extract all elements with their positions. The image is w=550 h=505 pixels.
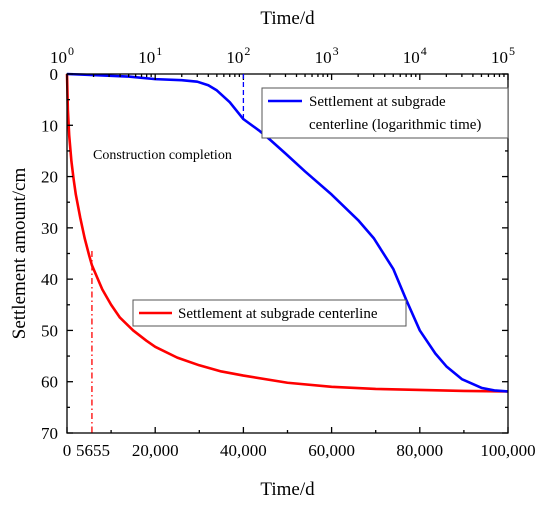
legend-label-blue-line1: Settlement at subgrade xyxy=(309,94,446,110)
construction-completion-label: Construction completion xyxy=(93,148,232,163)
top-tick-label: 100 xyxy=(50,44,74,67)
y-tick-label: 60 xyxy=(41,373,58,392)
bottom-tick-label: 60,000 xyxy=(308,441,355,460)
top-tick-label: 105 xyxy=(491,44,515,67)
series-line-blue xyxy=(66,72,509,393)
series-line-red xyxy=(65,73,509,393)
legends: Settlement at subgrade centerline (logari… xyxy=(132,87,509,327)
legend-label-red: Settlement at subgrade centerline xyxy=(178,306,378,322)
curves xyxy=(65,72,509,393)
top-x-axis-title: Time/d xyxy=(260,8,315,29)
top-tick-label: 101 xyxy=(138,44,162,67)
top-tick-label: 104 xyxy=(403,44,427,67)
y-tick-label: 40 xyxy=(41,270,58,289)
y-tick-label: 0 xyxy=(50,65,59,84)
y-tick-label: 10 xyxy=(41,116,58,135)
y-tick-label: 30 xyxy=(41,219,58,238)
labels: Time/d Time/d Settlement amount/cm xyxy=(9,8,315,500)
bottom-tick-label: 80,000 xyxy=(396,441,443,460)
top-tick-label: 103 xyxy=(315,44,339,67)
legend-box-red xyxy=(132,299,407,327)
y-tick-label: 70 xyxy=(41,424,58,443)
y-axis-title: Settlement amount/cm xyxy=(9,168,30,340)
bottom-tick-label: 0 xyxy=(63,441,72,460)
top-tick-label: 102 xyxy=(226,44,250,67)
marker-5655-label: 5655 xyxy=(76,441,110,460)
bottom-tick-label: 100,000 xyxy=(480,441,535,460)
legend-label-blue-line2: centerline (logarithmic time) xyxy=(309,117,481,133)
y-tick-label: 20 xyxy=(41,168,58,187)
annotations: Construction completion 5655 xyxy=(76,74,245,460)
y-tick-label: 50 xyxy=(41,321,58,340)
bottom-tick-label: 20,000 xyxy=(132,441,179,460)
bottom-x-axis-title: Time/d xyxy=(260,479,315,500)
legend-box-blue xyxy=(261,87,509,139)
bottom-tick-label: 40,000 xyxy=(220,441,267,460)
